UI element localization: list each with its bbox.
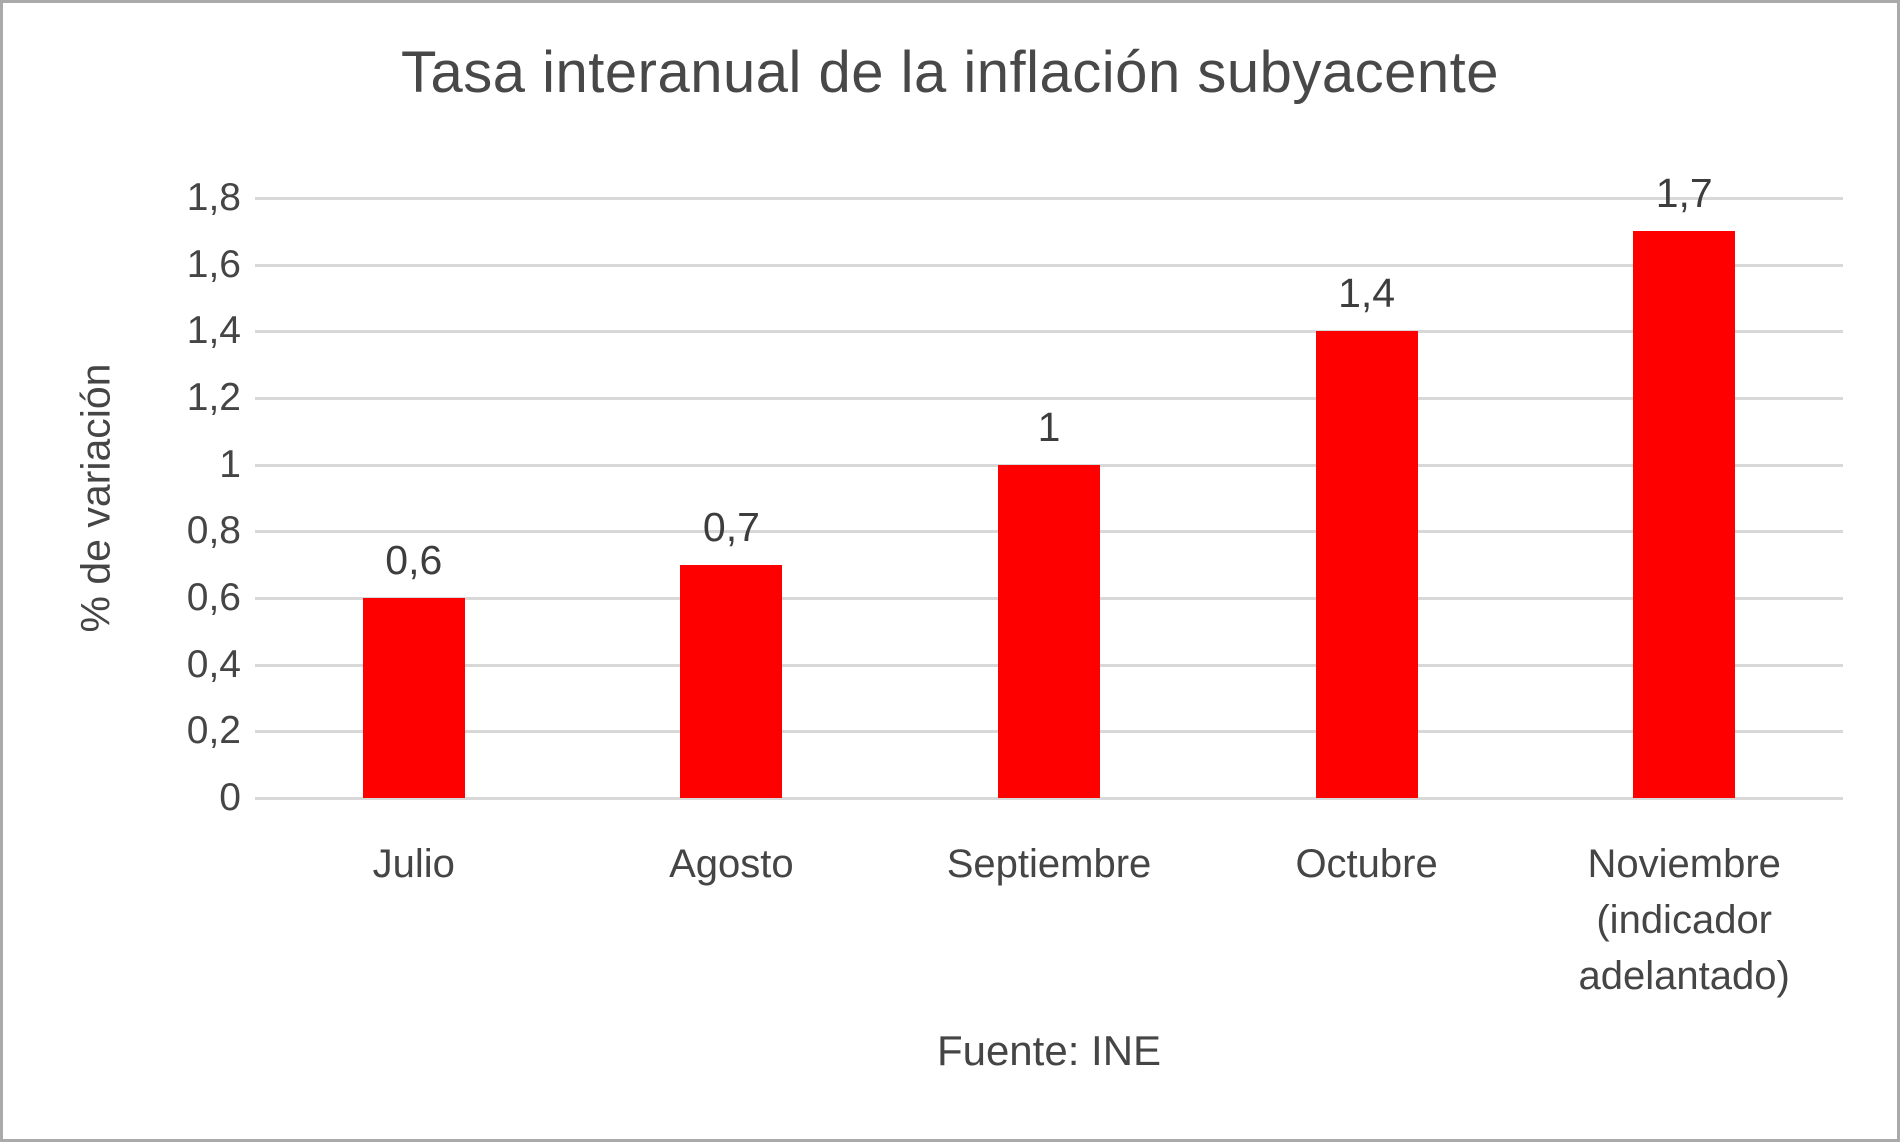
gridline xyxy=(255,397,1843,400)
bar-5 xyxy=(1633,231,1736,798)
bar-value-label: 0,6 xyxy=(385,537,443,583)
bar-value-label: 0,7 xyxy=(702,503,760,550)
x-category-label: Septiembre xyxy=(946,842,1152,886)
chart-title: Tasa interanual de la inflación subyacen… xyxy=(401,40,1499,105)
gridline xyxy=(255,797,1843,800)
x-category-label: Julio xyxy=(372,842,455,886)
bar-value-label: 1 xyxy=(1037,403,1061,450)
y-tick-label: 0,2 xyxy=(186,709,241,753)
gridline xyxy=(255,263,1843,267)
x-category-label: Noviembre (indicador adelantado) xyxy=(1578,842,1790,998)
y-tick-label: 1 xyxy=(219,442,241,486)
y-tick-label: 1,8 xyxy=(186,176,241,219)
bar-4 xyxy=(1315,331,1418,798)
bar-2 xyxy=(680,564,783,798)
gridline xyxy=(255,197,1843,200)
y-tick-label: 0,8 xyxy=(186,509,241,553)
y-tick-label: 0 xyxy=(219,776,241,819)
source-note: Fuente: INE xyxy=(936,1027,1162,1074)
x-category-label: Agosto xyxy=(669,842,794,886)
bar-value-label: 1,7 xyxy=(1655,170,1713,217)
bar-value-label: 1,4 xyxy=(1338,270,1396,317)
bar-3 xyxy=(998,464,1100,798)
y-tick-label: 1,6 xyxy=(186,242,241,286)
y-tick-label: 1,4 xyxy=(186,309,241,353)
x-category-label: Octubre xyxy=(1295,842,1438,886)
y-tick-label: 0,6 xyxy=(186,576,241,619)
y-tick-label: 0,4 xyxy=(186,642,241,686)
gridline xyxy=(255,330,1843,334)
bar-1 xyxy=(362,598,465,798)
y-tick-label: 1,2 xyxy=(186,376,241,419)
